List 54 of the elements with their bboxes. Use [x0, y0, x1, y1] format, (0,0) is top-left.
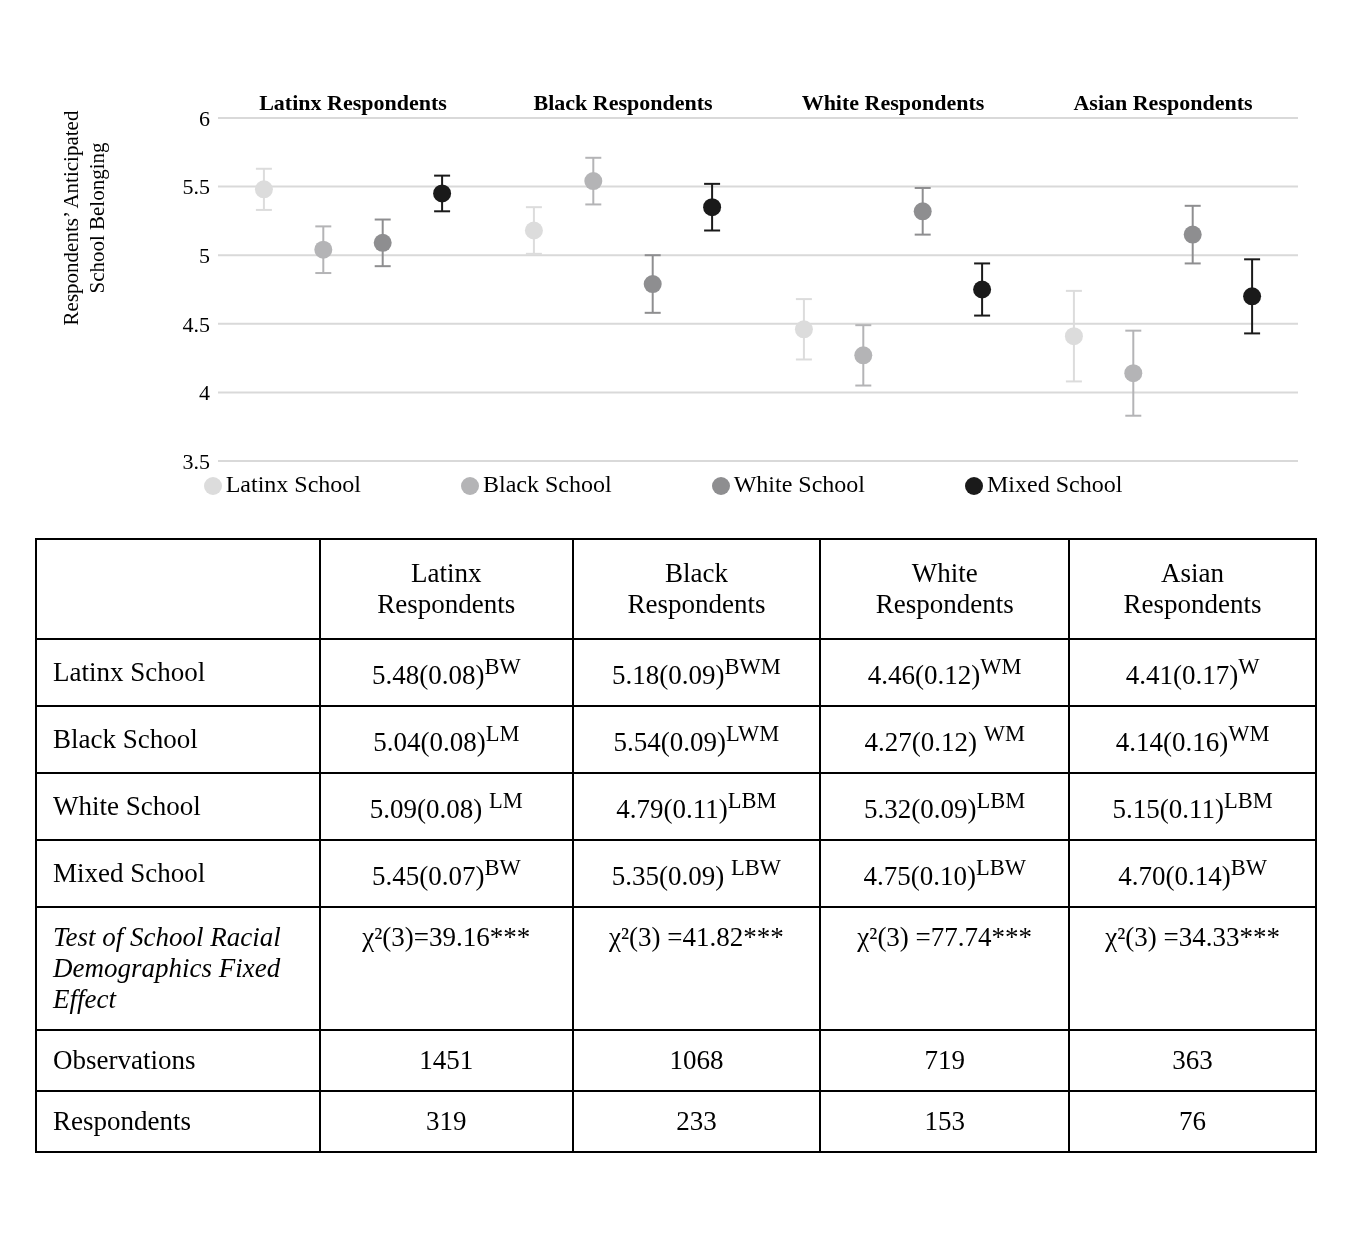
x-tick-label: White Respondents	[801, 90, 985, 115]
y-tick-label: 6	[199, 105, 210, 131]
category-label: White Respondents	[875, 558, 1014, 619]
y-axis-title: Respondents’ Anticipated School Belonging	[59, 110, 109, 326]
y-tick-label: 5.5	[182, 174, 210, 200]
text: 233	[676, 1106, 717, 1136]
data-label: 4.46(0.12)$^{WM}$	[867, 654, 1022, 690]
text: 319	[426, 1106, 467, 1136]
category-label: Latinx Respondents	[377, 558, 516, 619]
data-label: 5.15(0.11)$^{LBM}$	[1112, 788, 1273, 824]
text: χ²(3)=39.16***	[362, 922, 531, 952]
legend-label: Black School	[483, 471, 612, 497]
text: Respondents	[53, 1106, 191, 1136]
text: 76	[1179, 1106, 1207, 1136]
text: Latinx School	[53, 657, 206, 687]
text: Test of School Racial Demographics Fixed Effect	[53, 922, 281, 1014]
text: χ²(3) =41.82***	[609, 922, 784, 952]
text: 719	[924, 1045, 965, 1075]
data-label: 5.35(0.09) $^{LBW}$	[611, 855, 782, 891]
x-tick-label: Latinx Respondents	[259, 90, 448, 115]
text: χ²(3) =34.33***	[1105, 922, 1280, 952]
text: White School	[53, 791, 201, 821]
text: Black School	[53, 724, 198, 754]
data-label: 5.54(0.09)$^{LWM}$	[613, 721, 780, 757]
y-tick-label: 4.5	[182, 311, 210, 337]
x-tick-label: Black Respondents	[533, 90, 713, 115]
text: Mixed School	[53, 858, 206, 888]
text: 363	[1172, 1045, 1213, 1075]
text: 1068	[669, 1045, 724, 1075]
y-tick-label: 4	[199, 380, 210, 406]
text: Observations	[53, 1045, 196, 1075]
category-label: Black Respondents	[627, 558, 766, 619]
data-label: 5.18(0.09)$^{BWM}$	[612, 654, 781, 690]
text: χ²(3) =77.74***	[857, 922, 1033, 952]
y-tick-label: 3.5	[182, 448, 210, 474]
text: 153	[924, 1106, 965, 1136]
data-label: 4.27(0.12) $^{WM}$	[864, 721, 1025, 757]
legend-label: Latinx School	[225, 471, 362, 497]
category-label: Asian Respondents	[1123, 558, 1262, 619]
y-tick-label: 5	[199, 243, 210, 269]
data-label: 4.79(0.11)$^{LBM}$	[616, 788, 777, 824]
data-label: 5.32(0.09)$^{LBM}$	[864, 788, 1026, 824]
data-label: 4.14(0.16)$^{WM}$	[1115, 721, 1270, 757]
data-label: 5.04(0.08)$^{LM}$	[373, 721, 520, 757]
text: 1451	[419, 1045, 474, 1075]
data-label: 4.75(0.10)$^{LBW}$	[863, 855, 1026, 891]
legend-label: Mixed School	[986, 471, 1123, 497]
data-label: 5.45(0.07)$^{BW}$	[371, 855, 521, 891]
data-label: 5.48(0.08)$^{BW}$	[371, 654, 521, 690]
data-label: 4.41(0.17)$^{W}$	[1125, 654, 1260, 690]
x-tick-label: Asian Respondents	[1073, 90, 1253, 115]
data-label: 5.09(0.08) $^{LM}$	[369, 788, 523, 824]
legend-label: White School	[733, 471, 865, 497]
data-label: 4.70(0.14)$^{BW}$	[1118, 855, 1267, 891]
